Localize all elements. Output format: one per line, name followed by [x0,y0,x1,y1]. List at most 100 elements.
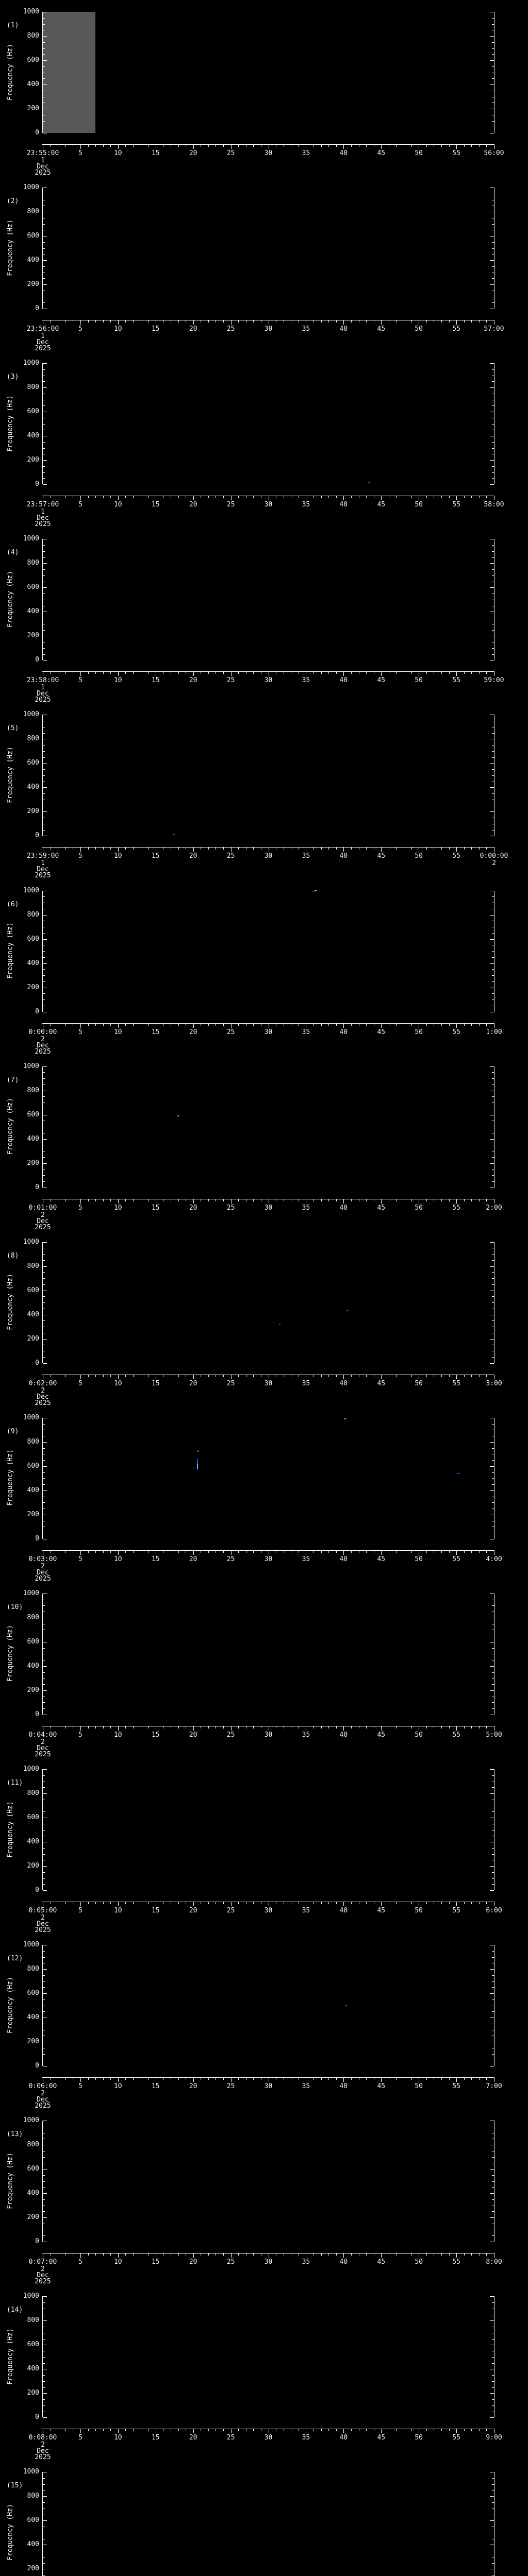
x-tick [238,320,239,323]
x-tick [110,1199,111,1201]
x-tick [253,145,254,147]
x-tick [486,496,487,499]
y-tick [492,575,494,576]
x-end-time-label: 59:00 [484,676,504,685]
x-tick [411,1199,412,1201]
x-start-time-label: 0:01:00 [28,1204,57,1212]
y-tick [492,2302,494,2303]
x-tick [223,1199,224,1201]
y-tick [492,466,494,467]
y-tick-label: 400 [27,432,39,440]
x-tick [95,1199,96,1201]
y-tick-label: 600 [27,583,39,591]
y-tick [492,2011,494,2012]
x-tick [321,2429,322,2432]
date-day-label: 2 [41,1738,45,1746]
y-tick [43,1981,45,1982]
x-tick [223,145,224,147]
x-tick [471,320,472,323]
x-tick-label: 55 [452,1204,460,1212]
x-tick [366,1902,367,1904]
y-tick [492,1775,494,1776]
y-axis-title: Frequency (Hz) [6,2328,14,2385]
x-tick [343,1023,344,1028]
y-tick [492,2381,494,2382]
x-tick [336,848,337,850]
spectrogram-panel-8: 0 200 400 600 800 1000 5 10 15 20 25 30 35 40 45 50 55 0:… [0,1230,528,1406]
x-tick [223,1902,224,1904]
x-tick [351,672,352,674]
spectral-detection-streak [197,1463,199,1469]
x-tick [411,2078,412,2080]
y-tick [43,1320,45,1321]
x-tick [253,1550,254,1553]
x-tick [464,145,465,147]
x-tick [178,1726,179,1728]
y-tick-label: 600 [27,56,39,64]
x-tick [238,1375,239,1377]
y-tick-label: 1000 [23,359,39,367]
y-tick [43,751,45,752]
x-tick [456,1726,457,1731]
y-tick [43,2187,45,2188]
y-axis-left [42,2472,43,2576]
x-axis-line [42,671,494,672]
y-tick [490,2417,494,2418]
x-tick [486,1199,487,1201]
spectral-detection-dot [278,1324,280,1325]
x-tick [95,1375,96,1377]
y-tick-label: 0 [35,1183,39,1191]
x-tick-label: 30 [264,852,273,860]
y-tick-label: 400 [27,2540,39,2549]
x-axis-line [42,2077,494,2078]
x-tick-label: 50 [415,149,423,157]
x-tick [223,1375,224,1377]
x-tick [381,1199,382,1204]
x-tick [208,1726,209,1728]
x-tick [478,496,480,499]
x-tick [411,1375,412,1377]
x-tick [351,2253,352,2256]
spectral-detection-dot [177,1115,179,1116]
x-tick [230,1726,232,1731]
y-tick [492,751,494,752]
x-end-time-label: 1:00 [486,1028,502,1036]
y-tick [490,2496,494,2497]
y-tick [43,224,45,225]
x-tick [486,1902,487,1904]
x-tick-label: 50 [415,1204,423,1212]
x-start-time-label: 0:07:00 [28,2258,57,2266]
y-tick [43,2405,45,2406]
y-tick [490,563,494,564]
y-tick [43,969,45,970]
x-tick-label: 20 [189,325,197,333]
x-tick [178,2429,179,2432]
date-day-label: 2 [41,2265,45,2274]
x-tick [80,1199,81,1204]
y-tick [492,1472,494,1473]
x-end-time-label: 5:00 [486,1731,502,1739]
x-tick-label: 10 [113,1379,122,1387]
y-tick [43,460,47,461]
x-tick [343,2078,344,2082]
y-tick [492,2490,494,2491]
x-tick [426,496,427,499]
x-tick [95,496,96,499]
x-tick [478,1550,480,1553]
y-axis-title: Frequency (Hz) [6,1098,14,1155]
y-tick [492,1981,494,1982]
y-tick [492,1787,494,1788]
x-tick [230,2429,232,2434]
y-tick [43,54,45,55]
x-tick-label: 40 [339,1379,348,1387]
x-tick-label: 20 [189,1379,197,1387]
x-tick [449,672,450,674]
x-tick-label: 35 [302,2082,310,2091]
y-axis-left [42,12,43,133]
x-start-time-label: 0:03:00 [28,1555,57,1563]
x-tick [321,1726,322,1728]
y-axis-left [42,1769,43,1890]
y-tick [43,569,45,570]
y-tick-label: 200 [27,2389,39,2397]
x-tick [396,2078,397,2080]
